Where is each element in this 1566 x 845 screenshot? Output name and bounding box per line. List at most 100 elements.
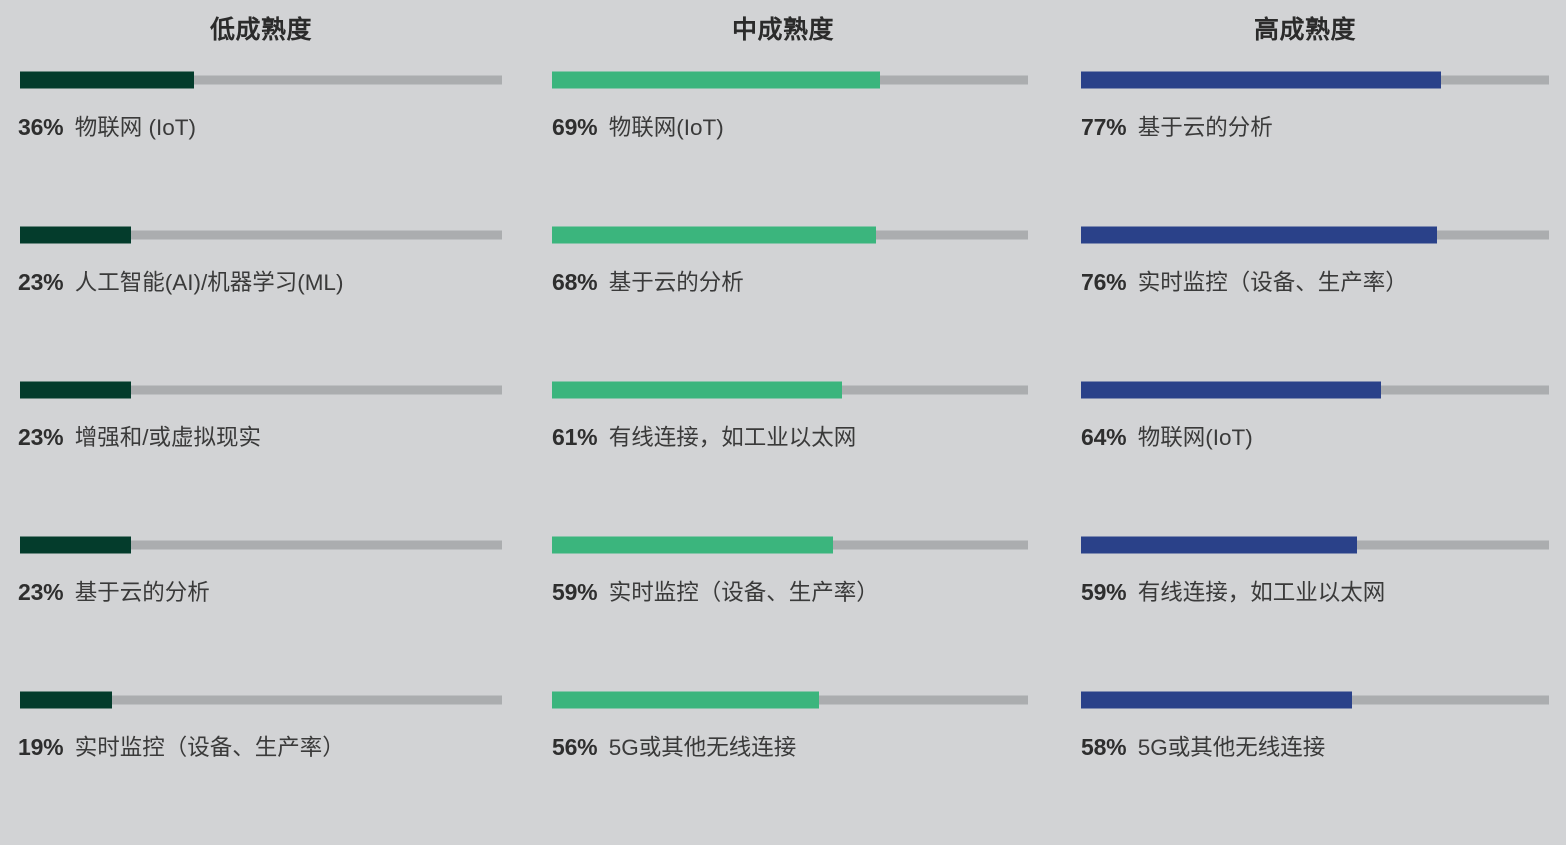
progress-bar xyxy=(1081,70,1549,90)
progress-bar xyxy=(552,225,1028,245)
progress-fill xyxy=(20,381,131,399)
bar-label: 5G或其他无线连接 xyxy=(1137,735,1326,760)
bar-row: 77% 基于云的分析 xyxy=(1044,70,1566,225)
progress-bar xyxy=(552,70,1028,90)
progress-fill xyxy=(20,71,194,89)
bar-label: 基于云的分析 xyxy=(74,580,210,605)
progress-fill xyxy=(552,71,881,89)
bar-caption: 76% 实时监控（设备、生产率） xyxy=(1081,267,1566,298)
bar-row: 69% 物联网(IoT) xyxy=(522,70,1044,225)
progress-fill xyxy=(552,381,843,399)
bar-percent: 59% xyxy=(1081,579,1127,605)
bar-label: 5G或其他无线连接 xyxy=(608,735,797,760)
progress-track xyxy=(20,695,502,705)
progress-bar xyxy=(1081,225,1549,245)
progress-track xyxy=(20,230,502,240)
bar-percent: 59% xyxy=(552,579,598,605)
progress-bar xyxy=(1081,535,1549,555)
bar-row: 64% 物联网(IoT) xyxy=(1044,380,1566,535)
bar-caption: 68% 基于云的分析 xyxy=(552,267,1044,298)
bar-percent: 77% xyxy=(1081,114,1127,140)
bar-caption: 23% 基于云的分析 xyxy=(18,577,522,608)
bar-label: 实时监控（设备、生产率） xyxy=(608,580,879,605)
bar-label: 有线连接，如工业以太网 xyxy=(608,425,857,450)
progress-bar xyxy=(20,690,502,710)
bar-list-low-maturity: 36% 物联网 (IoT) 23% 人工智能(AI)/机器学习(ML) xyxy=(0,70,522,845)
progress-fill xyxy=(1081,381,1381,399)
bar-caption: 58% 5G或其他无线连接 xyxy=(1081,732,1566,763)
bar-row: 56% 5G或其他无线连接 xyxy=(522,690,1044,845)
bar-percent: 68% xyxy=(552,269,598,295)
bar-percent: 64% xyxy=(1081,424,1127,450)
bar-percent: 76% xyxy=(1081,269,1127,295)
bar-percent: 19% xyxy=(18,734,64,760)
bar-row: 36% 物联网 (IoT) xyxy=(0,70,522,225)
bar-caption: 19% 实时监控（设备、生产率） xyxy=(18,732,522,763)
bar-label: 物联网(IoT) xyxy=(608,115,724,140)
progress-fill xyxy=(20,226,131,244)
bar-label: 物联网 (IoT) xyxy=(74,115,196,140)
bar-percent: 69% xyxy=(552,114,598,140)
maturity-comparison-chart: 低成熟度 36% 物联网 (IoT) 23% 人工 xyxy=(18,16,1549,760)
bar-percent: 23% xyxy=(18,424,64,450)
progress-bar xyxy=(552,535,1028,555)
progress-fill xyxy=(1081,71,1442,89)
bar-label: 实时监控（设备、生产率） xyxy=(74,735,345,760)
bar-percent: 61% xyxy=(552,424,598,450)
bar-caption: 59% 实时监控（设备、生产率） xyxy=(552,577,1044,608)
bar-caption: 23% 增强和/或虚拟现实 xyxy=(18,422,522,453)
bar-row: 76% 实时监控（设备、生产率） xyxy=(1044,225,1566,380)
column-low-maturity: 低成熟度 36% 物联网 (IoT) 23% 人工 xyxy=(0,0,522,845)
progress-bar xyxy=(1081,690,1549,710)
bar-row: 58% 5G或其他无线连接 xyxy=(1044,690,1566,845)
progress-bar xyxy=(20,380,502,400)
bar-percent: 36% xyxy=(18,114,64,140)
progress-fill xyxy=(20,536,131,554)
progress-fill xyxy=(552,536,833,554)
bar-list-high-maturity: 77% 基于云的分析 76% 实时监控（设备、生产率） xyxy=(1044,70,1566,845)
progress-fill xyxy=(1081,536,1358,554)
bar-label: 有线连接，如工业以太网 xyxy=(1137,580,1386,605)
column-header-low-maturity: 低成熟度 xyxy=(209,16,312,44)
progress-bar xyxy=(552,380,1028,400)
progress-fill xyxy=(20,691,112,709)
progress-bar xyxy=(20,535,502,555)
progress-fill xyxy=(552,226,876,244)
bar-row: 23% 增强和/或虚拟现实 xyxy=(0,380,522,535)
bar-percent: 56% xyxy=(552,734,598,760)
column-header-high-maturity: 高成熟度 xyxy=(1253,16,1356,44)
column-header-medium-maturity: 中成熟度 xyxy=(731,16,834,44)
progress-fill xyxy=(1081,226,1437,244)
bar-row: 23% 基于云的分析 xyxy=(0,535,522,690)
progress-track xyxy=(20,540,502,550)
bar-label: 物联网(IoT) xyxy=(1137,425,1253,450)
bar-caption: 59% 有线连接，如工业以太网 xyxy=(1081,577,1566,608)
bar-row: 68% 基于云的分析 xyxy=(522,225,1044,380)
bar-row: 61% 有线连接，如工业以太网 xyxy=(522,380,1044,535)
bar-caption: 64% 物联网(IoT) xyxy=(1081,422,1566,453)
bar-caption: 56% 5G或其他无线连接 xyxy=(552,732,1044,763)
bar-percent: 58% xyxy=(1081,734,1127,760)
progress-bar xyxy=(20,70,502,90)
column-high-maturity: 高成熟度 77% 基于云的分析 76% 实时监控（ xyxy=(1044,0,1566,845)
bar-list-medium-maturity: 69% 物联网(IoT) 68% 基于云的分析 xyxy=(522,70,1044,845)
bar-label: 增强和/或虚拟现实 xyxy=(74,425,261,450)
bar-row: 23% 人工智能(AI)/机器学习(ML) xyxy=(0,225,522,380)
progress-bar xyxy=(1081,380,1549,400)
bar-caption: 61% 有线连接，如工业以太网 xyxy=(552,422,1044,453)
bar-percent: 23% xyxy=(18,269,64,295)
bar-caption: 23% 人工智能(AI)/机器学习(ML) xyxy=(18,267,522,298)
bar-label: 实时监控（设备、生产率） xyxy=(1137,270,1408,295)
progress-bar xyxy=(20,225,502,245)
bar-label: 人工智能(AI)/机器学习(ML) xyxy=(74,270,344,295)
progress-track xyxy=(20,385,502,395)
progress-fill xyxy=(552,691,819,709)
bar-row: 19% 实时监控（设备、生产率） xyxy=(0,690,522,845)
bar-row: 59% 实时监控（设备、生产率） xyxy=(522,535,1044,690)
progress-track xyxy=(20,75,502,85)
bar-caption: 77% 基于云的分析 xyxy=(1081,112,1566,143)
bar-label: 基于云的分析 xyxy=(608,270,744,295)
progress-bar xyxy=(552,690,1028,710)
bar-percent: 23% xyxy=(18,579,64,605)
column-medium-maturity: 中成熟度 69% 物联网(IoT) 68% 基于云 xyxy=(522,0,1044,845)
